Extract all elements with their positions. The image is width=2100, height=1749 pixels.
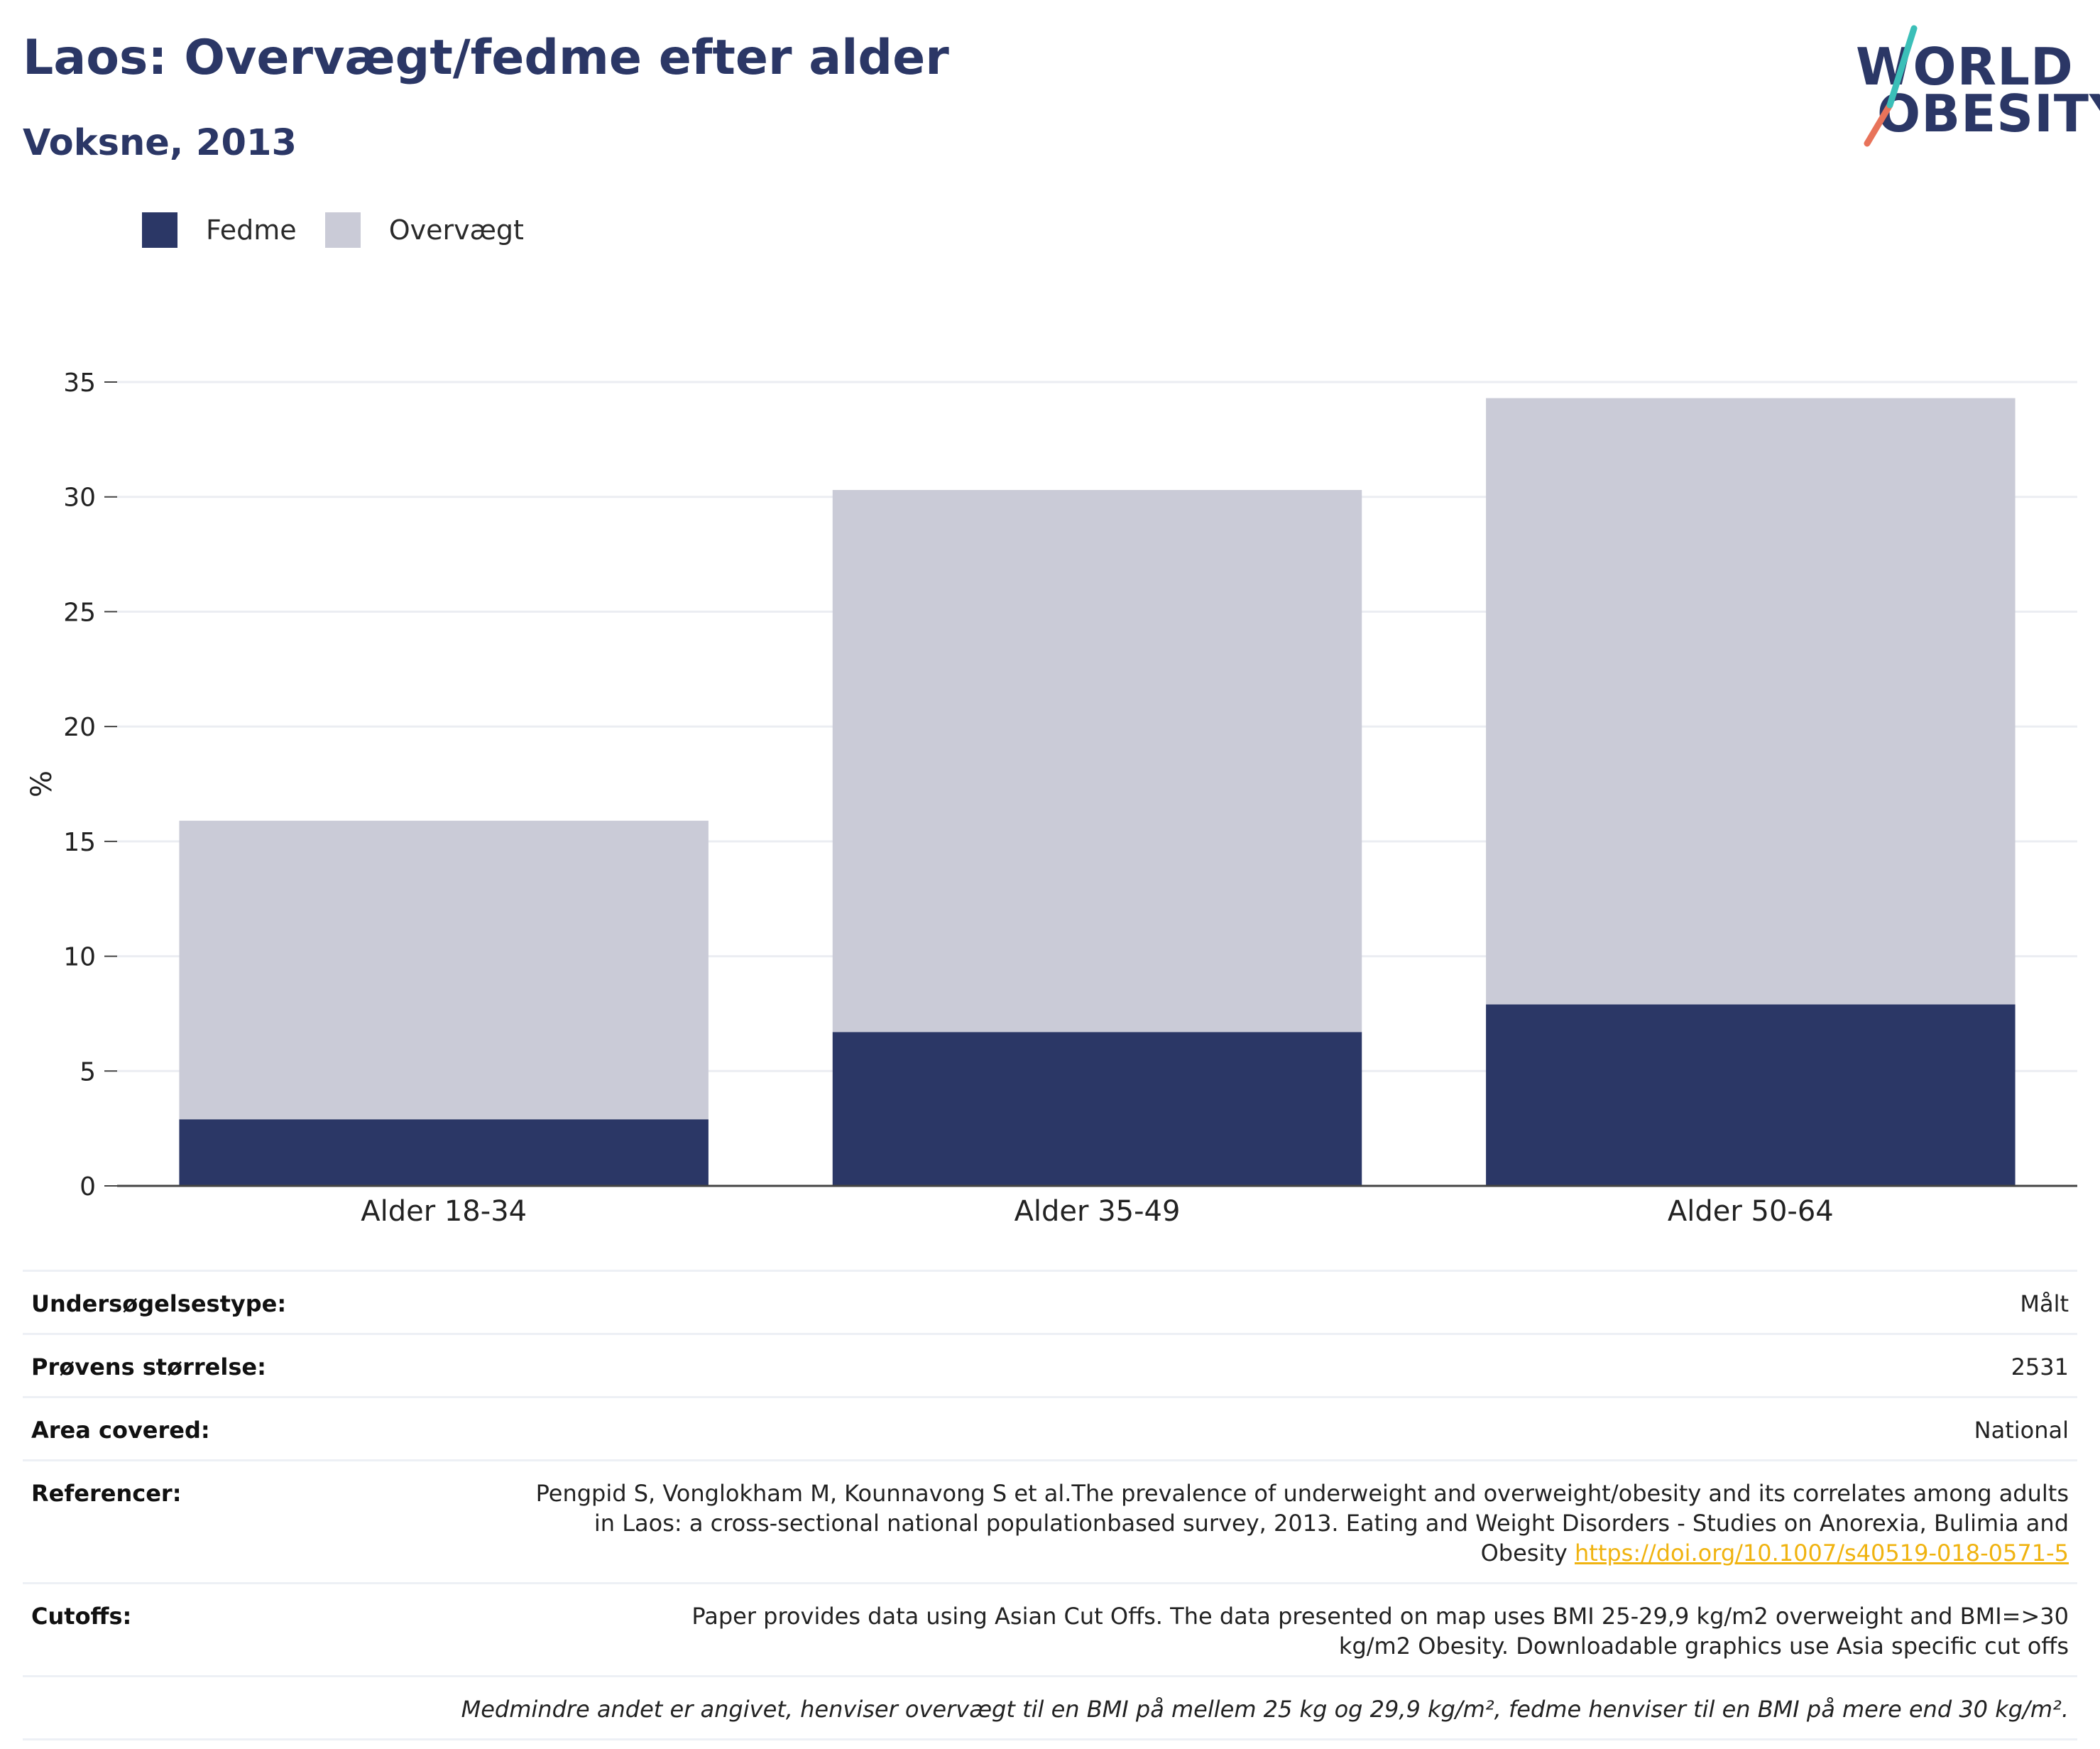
y-tick-label-35: 35 (63, 369, 96, 398)
info-value-area: National (1974, 1417, 2069, 1444)
y-tick-label-15: 15 (63, 828, 96, 857)
reference-text: Pengpid S, Vonglokham M, Kounnavong S et… (535, 1480, 2069, 1567)
y-tick-label-25: 25 (63, 598, 96, 627)
legend-label-fedme: Fedme (206, 214, 297, 246)
logo-line-world: WORLD (1856, 37, 2074, 97)
x-tick-label-1: Alder 35-49 (1015, 1195, 1181, 1228)
y-tick-label-10: 10 (63, 943, 96, 972)
logo-slash-upper (1886, 25, 1918, 109)
y-tick-label-5: 5 (80, 1057, 96, 1086)
info-label-sample-size: Prøvens størrelse: (31, 1353, 266, 1380)
bar-fedme-0 (179, 1119, 709, 1186)
chart-legend: Fedme Overvægt (142, 210, 552, 250)
info-label-references: Referencer: (31, 1480, 182, 1507)
legend-label-overvaegt: Overvægt (388, 214, 524, 246)
info-row-note: Medmindre andet er angivet, henviser ove… (23, 1675, 2077, 1740)
bar-overvægt-2 (1486, 398, 2016, 1005)
chart-svg: 0 5 10 15 20 25 30 35% Alder 18-34 Alder 35-49 Ald… (26, 369, 2077, 1228)
legend-swatch-overvaegt (324, 212, 361, 248)
info-row-sample-size: Prøvens størrelse: 2531 (23, 1333, 2077, 1396)
bar-overvægt-0 (179, 820, 709, 1120)
legend-swatch-fedme (142, 212, 177, 248)
info-value-sample-size: 2531 (2011, 1353, 2069, 1380)
info-row-area: Area covered: National (23, 1396, 2077, 1459)
legend-item-overvaegt[interactable]: Overvægt (324, 212, 524, 248)
info-label-cutoffs: Cutoffs: (31, 1603, 132, 1630)
reference-doi-link[interactable]: https://doi.org/10.1007/s40519-018-0571-… (1574, 1540, 2069, 1567)
world-obesity-logo: WORLD OBESITY (1853, 21, 2100, 149)
logo-slash-lower (1864, 102, 1893, 147)
y-tick-label-30: 30 (63, 484, 96, 513)
bar-chart: 0 5 10 15 20 25 30 35% Alder 18-34 Alder 35-49 Ald… (0, 341, 2100, 1236)
definition-note: Medmindre andet er angivet, henviser ove… (461, 1696, 2069, 1723)
info-value-cutoffs: Paper provides data using Asian Cut Offs… (691, 1603, 2069, 1660)
info-row-cutoffs: Cutoffs: Paper provides data using Asian… (23, 1582, 2077, 1675)
info-value-survey-type: Målt (2020, 1290, 2069, 1317)
bar-fedme-2 (1486, 1004, 2016, 1186)
info-label-area: Area covered: (31, 1417, 210, 1444)
legend-item-fedme[interactable]: Fedme (142, 212, 297, 248)
y-axis-label: % (26, 770, 58, 797)
bar-fedme-1 (832, 1032, 1362, 1186)
chart-title: Laos: Overvægt/fedme efter alder (23, 30, 949, 86)
chart-subtitle: Voksne, 2013 (23, 122, 297, 164)
info-label-survey-type: Undersøgelsestype: (31, 1290, 287, 1317)
info-row-references: Referencer: Pengpid S, Vonglokham M, Kou… (23, 1459, 2077, 1582)
info-value-references: Pengpid S, Vonglokham M, Kounnavong S et… (528, 1478, 2069, 1568)
bar-overvægt-1 (832, 490, 1362, 1032)
x-tick-label-0: Alder 18-34 (361, 1195, 527, 1228)
y-tick-label-0: 0 (80, 1172, 96, 1202)
y-tick-label-20: 20 (63, 713, 96, 742)
logo-slash-icon (1864, 25, 1918, 147)
logo-line-obesity: OBESITY (1877, 84, 2100, 143)
info-table: Undersøgelsestype: Målt Prøvens størrels… (23, 1270, 2077, 1740)
info-row-survey-type: Undersøgelsestype: Målt (23, 1270, 2077, 1333)
x-tick-label-2: Alder 50-64 (1668, 1195, 1834, 1228)
